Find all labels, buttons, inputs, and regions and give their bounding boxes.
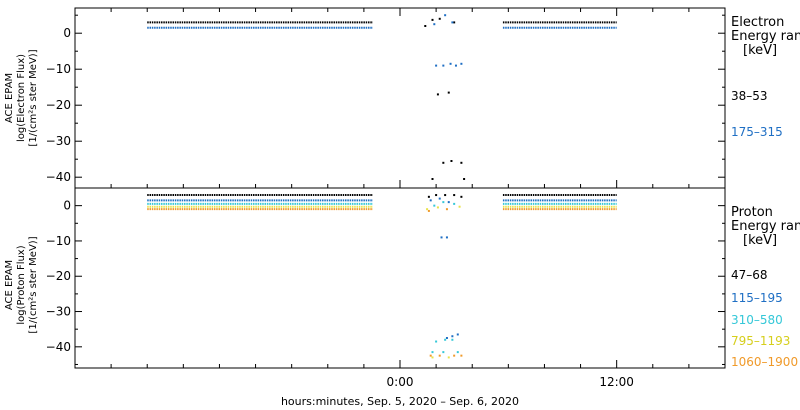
electron-series-1-point [442, 64, 445, 67]
proton-legend-title-1: Proton [731, 205, 773, 220]
electron-panel: 0 −10 −20 −30 −40 ACE EPAM log(Electron Flux… [4, 7, 800, 189]
proton-series-1-point [445, 236, 448, 239]
electron-legend: Electron Energy range [keV] 38–53 175–31… [731, 15, 800, 139]
electron-ytick-label: 0 [63, 26, 71, 40]
proton-plot-frame [74, 187, 726, 369]
proton-series-0-point [435, 194, 438, 197]
proton-legend: Proton Energy range [keV] 47–68 115–195 … [731, 205, 800, 369]
electron-series-0-point [436, 93, 439, 96]
proton-series-2-point [431, 351, 434, 354]
electron-y-axis: 0 −10 −20 −30 −40 [46, 14, 725, 184]
proton-ytick-label: −30 [46, 305, 71, 319]
electron-series-0-point [460, 161, 463, 164]
proton-legend-entry-1060-1900: 1060–1900 [731, 355, 798, 369]
proton-legend-entry-310-580: 310–580 [731, 313, 783, 327]
electron-series-0-point [424, 25, 427, 27]
electron-y-label-line-3: [1/(cm²s ster MeV)] [28, 49, 39, 146]
electron-ytick-label: −40 [46, 170, 71, 184]
electron-series-1-point [433, 23, 436, 26]
proton-legend-entry-47-68: 47–68 [731, 268, 768, 282]
proton-y-label-line-2: log(Proton Flux) [16, 245, 27, 324]
time-x-axis: 0:00 12:00 [110, 8, 690, 389]
proton-series-3-point [447, 356, 450, 359]
electron-series-0-point [450, 160, 453, 162]
proton-series-4-point [438, 354, 441, 357]
electron-y-label-line-2: log(Electron Flux) [16, 54, 27, 142]
proton-y-axis: 0 −10 −20 −30 −40 [46, 187, 725, 365]
proton-series-2-point [456, 351, 459, 354]
electron-legend-title-3: [keV] [743, 43, 777, 58]
electron-series-1-point [444, 14, 447, 17]
proton-legend-entry-115-195: 115–195 [731, 291, 783, 305]
proton-series-0-point [460, 195, 463, 198]
proton-ytick-label: −40 [46, 340, 71, 354]
proton-series-2-point [433, 204, 436, 207]
proton-y-label: ACE EPAM log(Proton Flux) [1/(cm²s ster … [4, 236, 39, 333]
proton-series-3-point [458, 205, 461, 208]
electron-series-1-point [449, 62, 452, 65]
proton-series-2-point [444, 338, 447, 341]
proton-series-2-point [451, 338, 454, 341]
proton-data-layer [147, 194, 617, 359]
x-axis-title: hours:minutes, Sep. 5, 2020 – Sep. 6, 20… [281, 395, 519, 408]
proton-series-1-point [456, 333, 459, 336]
proton-series-0-point [453, 194, 456, 197]
proton-series-2-point [442, 351, 445, 354]
proton-legend-entry-795-1193: 795–1193 [731, 334, 790, 348]
proton-series-1-point [447, 201, 450, 204]
electron-series-0-point [447, 91, 450, 94]
proton-series-1-point [429, 199, 432, 202]
electron-series-1-point [460, 62, 463, 65]
proton-legend-title-2: Energy range [731, 219, 800, 234]
electron-legend-entry-38-53: 38–53 [731, 89, 768, 103]
electron-y-label-line-1: ACE EPAM [4, 73, 15, 123]
proton-series-1-point [438, 197, 441, 200]
proton-series-1-point [451, 335, 454, 338]
proton-ytick-label: 0 [63, 199, 71, 213]
electron-data-layer [147, 14, 617, 180]
proton-series-2-point [435, 340, 438, 343]
proton-series-3-point [436, 206, 439, 209]
electron-series-1-point [454, 64, 457, 67]
electron-y-label: ACE EPAM log(Electron Flux) [1/(cm²s ste… [4, 49, 39, 146]
electron-ytick-label: −30 [46, 134, 71, 148]
proton-panel: 0 −10 −20 −30 −40 ACE EPAM log(Proton Flux) … [4, 187, 800, 369]
proton-series-0-point [444, 194, 447, 197]
proton-series-4-point [460, 354, 463, 357]
proton-ytick-label: −10 [46, 234, 71, 248]
x-tick-label: 12:00 [599, 375, 634, 389]
proton-series-1-point [445, 337, 448, 339]
electron-series-0-point [431, 18, 434, 21]
proton-series-4-point [453, 354, 456, 357]
electron-series-0-point [442, 161, 445, 164]
proton-y-label-line-3: [1/(cm²s ster MeV)] [28, 236, 39, 333]
electron-series-0-point [438, 17, 441, 20]
proton-series-0-point [427, 195, 430, 198]
proton-series-1-point [440, 236, 443, 239]
electron-legend-title-2: Energy range [731, 29, 800, 44]
proton-ytick-label: −20 [46, 269, 71, 283]
electron-series-1-point [451, 21, 454, 24]
proton-series-4-point [429, 354, 432, 357]
proton-series-2-point [442, 201, 445, 204]
electron-series-1-point [435, 64, 438, 67]
electron-legend-entry-175-315: 175–315 [731, 125, 783, 139]
electron-series-0-point [463, 178, 466, 180]
proton-legend-title-3: [keV] [743, 233, 777, 248]
electron-ytick-label: −10 [46, 62, 71, 76]
x-tick-label: 0:00 [387, 375, 414, 389]
proton-y-label-line-1: ACE EPAM [4, 260, 15, 310]
electron-series-0-point [453, 21, 456, 24]
electron-ytick-label: −20 [46, 98, 71, 112]
proton-series-3-point [426, 208, 429, 211]
proton-series-3-point [431, 356, 434, 359]
proton-series-4-point [427, 209, 430, 212]
proton-series-2-point [453, 202, 456, 205]
electron-series-0-point [431, 178, 434, 180]
electron-plot-frame [74, 7, 726, 189]
electron-legend-title-1: Electron [731, 15, 784, 30]
proton-series-4-point [445, 208, 448, 211]
